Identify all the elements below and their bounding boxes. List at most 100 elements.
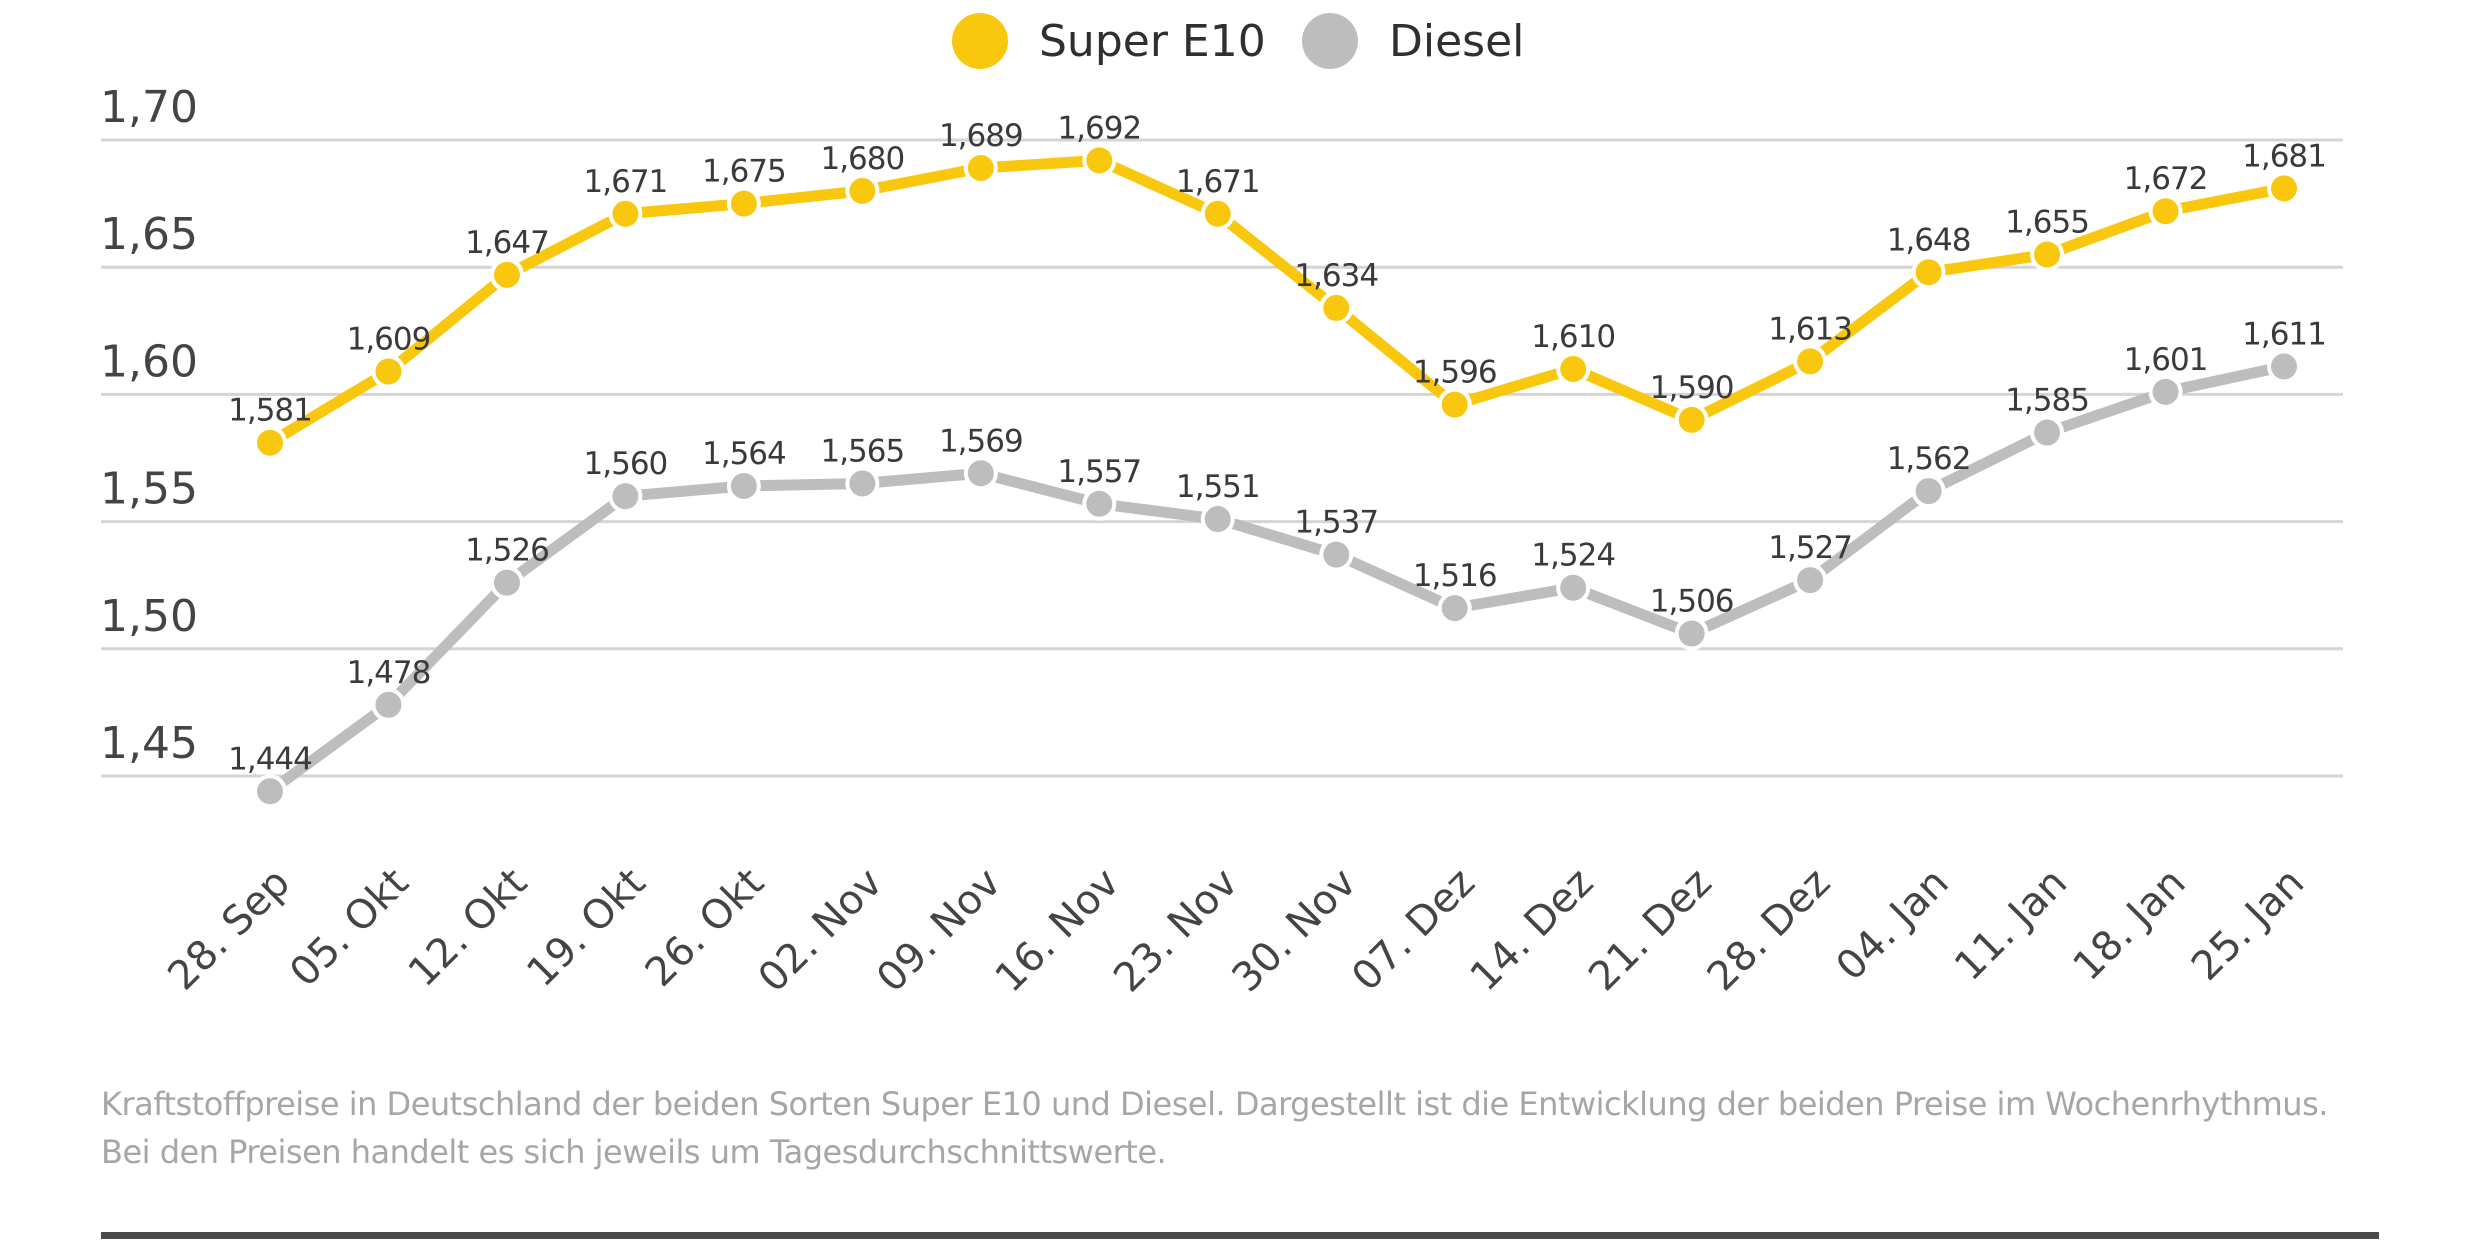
data-point-diesel <box>1560 574 1587 601</box>
series-layer <box>253 143 2301 809</box>
data-label-super-e10: 1,648 <box>1887 222 1971 258</box>
data-point-diesel <box>1204 506 1231 533</box>
data-label-diesel: 1,551 <box>1176 469 1260 505</box>
bottom-divider <box>101 1232 2379 1239</box>
data-label-diesel: 1,506 <box>1650 584 1734 620</box>
y-tick-label: 1,65 <box>100 209 198 260</box>
x-tick-label: 11. Jan <box>1946 860 2076 990</box>
data-label-super-e10: 1,692 <box>1057 110 1141 146</box>
x-tick-label: 18. Jan <box>2064 860 2194 990</box>
legend-label-super-e10: Super E10 <box>1039 16 1266 67</box>
x-tick-label: 30. Nov <box>1224 860 1366 1002</box>
data-label-super-e10: 1,655 <box>2005 204 2089 240</box>
data-label-diesel: 1,565 <box>820 433 904 469</box>
y-tick-label: 1,70 <box>100 82 198 133</box>
data-point-super-e10 <box>2152 198 2179 225</box>
data-label-super-e10: 1,609 <box>347 322 431 358</box>
data-label-super-e10: 1,675 <box>702 154 786 190</box>
data-label-diesel: 1,478 <box>347 655 431 691</box>
data-point-super-e10 <box>967 154 994 181</box>
data-label-diesel: 1,444 <box>228 741 312 777</box>
data-point-super-e10 <box>1678 406 1705 433</box>
x-tick-label: 23. Nov <box>1105 860 1247 1002</box>
y-axis: 1,70 1,65 1,60 1,55 1,50 1,45 <box>100 82 198 769</box>
data-label-super-e10: 1,672 <box>2124 161 2208 197</box>
data-label-diesel: 1,562 <box>1887 441 1971 477</box>
data-point-diesel <box>1797 567 1824 594</box>
data-point-diesel <box>2152 378 2179 405</box>
data-labels: 1,581 1,609 1,647 1,671 1,675 1,680 1,689 1,692… <box>228 110 2327 777</box>
chart-caption: Kraftstoffpreise in Deutschland der beid… <box>101 1085 2328 1171</box>
data-label-super-e10: 1,634 <box>1294 258 1378 294</box>
series-line-diesel <box>264 360 2290 797</box>
data-point-diesel <box>730 472 757 499</box>
x-tick-label: 07. Dez <box>1343 860 1484 1001</box>
data-point-diesel <box>1441 595 1468 622</box>
data-label-diesel: 1,526 <box>465 533 549 569</box>
data-label-super-e10: 1,680 <box>820 141 904 177</box>
data-label-diesel: 1,516 <box>1413 558 1497 594</box>
legend-marker-diesel <box>1302 13 1358 69</box>
x-tick-label: 04. Jan <box>1828 860 1958 990</box>
data-point-super-e10 <box>1560 355 1587 382</box>
x-tick-label: 16. Nov <box>987 860 1129 1002</box>
x-tick-label: 25. Jan <box>2183 860 2313 990</box>
legend-marker-super-e10 <box>952 13 1008 69</box>
x-tick-label: 09. Nov <box>868 860 1010 1002</box>
data-label-super-e10: 1,610 <box>1531 319 1615 355</box>
data-label-diesel: 1,611 <box>2242 316 2326 352</box>
gridlines <box>101 138 2343 778</box>
data-label-diesel: 1,557 <box>1057 454 1141 490</box>
data-point-super-e10 <box>1797 348 1824 375</box>
data-label-super-e10: 1,671 <box>1176 164 1260 200</box>
data-point-diesel <box>2271 353 2297 380</box>
x-tick-label: 12. Okt <box>400 860 536 996</box>
data-point-super-e10 <box>2271 175 2297 202</box>
data-label-diesel: 1,524 <box>1531 538 1615 574</box>
data-label-diesel: 1,569 <box>939 423 1023 459</box>
data-point-super-e10 <box>1323 294 1350 321</box>
data-point-diesel <box>967 460 994 487</box>
data-point-super-e10 <box>1915 259 1942 286</box>
x-tick-label: 28. Sep <box>159 860 299 1000</box>
data-point-diesel <box>1323 541 1350 568</box>
data-point-diesel <box>1678 620 1705 647</box>
y-tick-label: 1,55 <box>100 464 198 515</box>
data-point-super-e10 <box>257 429 283 456</box>
data-point-super-e10 <box>493 261 520 288</box>
data-label-super-e10: 1,590 <box>1650 370 1734 406</box>
data-point-super-e10 <box>1204 200 1231 227</box>
data-point-super-e10 <box>612 200 639 227</box>
series-line-super-e10 <box>264 154 2290 449</box>
data-label-super-e10: 1,681 <box>2242 138 2326 174</box>
data-label-super-e10: 1,596 <box>1413 355 1497 391</box>
data-point-super-e10 <box>1441 391 1468 418</box>
data-point-diesel <box>1086 490 1113 517</box>
data-label-diesel: 1,560 <box>584 446 668 482</box>
data-point-super-e10 <box>2034 241 2061 268</box>
legend-label-diesel: Diesel <box>1389 16 1524 67</box>
data-label-diesel: 1,527 <box>1768 530 1852 566</box>
data-point-super-e10 <box>849 177 876 204</box>
data-label-super-e10: 1,581 <box>228 393 312 429</box>
x-tick-label: 14. Dez <box>1462 860 1603 1001</box>
y-tick-label: 1,45 <box>100 718 198 769</box>
data-label-super-e10: 1,671 <box>584 164 668 200</box>
x-tick-label: 26. Okt <box>637 860 773 996</box>
legend: Super E10 Diesel <box>952 13 1524 69</box>
x-tick-label: 19. Okt <box>518 860 654 996</box>
y-tick-label: 1,50 <box>100 591 198 642</box>
x-tick-label: 05. Okt <box>281 860 417 996</box>
data-point-super-e10 <box>730 190 757 217</box>
data-point-super-e10 <box>375 358 402 385</box>
data-point-diesel <box>612 483 639 510</box>
data-point-diesel <box>2034 419 2061 446</box>
data-label-super-e10: 1,689 <box>939 118 1023 154</box>
data-point-diesel <box>375 691 402 718</box>
x-tick-label: 21. Dez <box>1580 860 1721 1001</box>
data-label-super-e10: 1,647 <box>465 225 549 261</box>
data-point-super-e10 <box>1086 147 1113 174</box>
y-tick-label: 1,60 <box>100 336 198 387</box>
